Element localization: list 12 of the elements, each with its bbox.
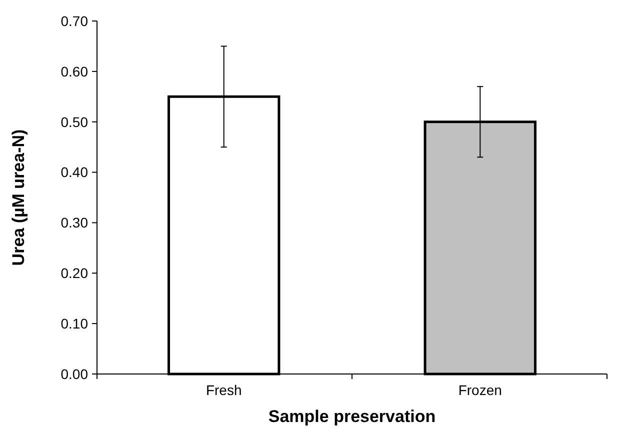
y-tick-label: 0.30 <box>60 214 88 231</box>
x-tick-label: Fresh <box>206 382 242 398</box>
y-tick-label: 0.50 <box>60 114 88 130</box>
y-tick-label: 0.10 <box>60 315 88 332</box>
y-axis-title: Urea (µM urea-N) <box>9 129 28 266</box>
x-tick-label: Frozen <box>458 382 502 398</box>
y-tick-label: 0.20 <box>60 265 88 282</box>
x-axis-title: Sample preservation <box>268 407 436 426</box>
y-tick-label: 0.60 <box>60 63 88 80</box>
y-tick-label: 0.40 <box>60 164 88 180</box>
y-tick-label: 0.00 <box>60 366 88 382</box>
y-tick-label: 0.70 <box>60 12 88 29</box>
